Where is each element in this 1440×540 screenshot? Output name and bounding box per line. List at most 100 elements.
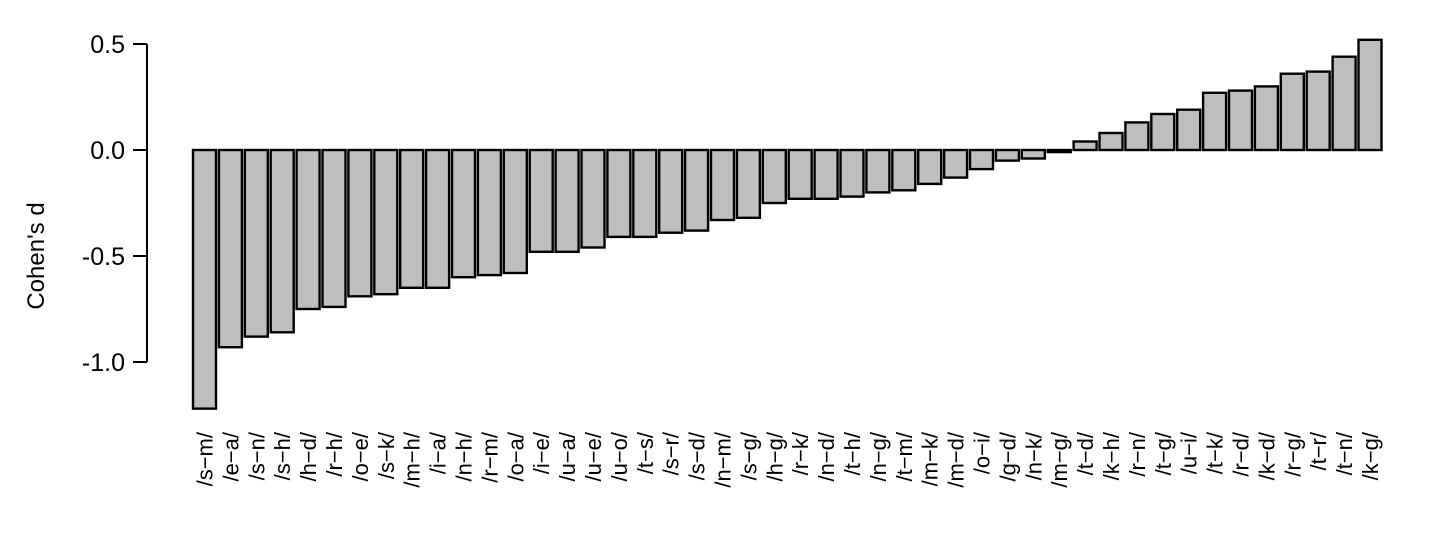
bar bbox=[554, 148, 580, 254]
x-category-label: /e−a/ bbox=[218, 431, 243, 481]
x-category-label: /s−h/ bbox=[270, 431, 295, 480]
bar bbox=[658, 148, 684, 234]
y-tick-label: -1.0 bbox=[82, 349, 125, 377]
x-category-label: /t−m/ bbox=[892, 431, 917, 481]
y-axis: 0.5 0.0 -0.5 -1.0 bbox=[82, 31, 148, 377]
x-category-label: /s−m/ bbox=[193, 431, 218, 486]
bar bbox=[1279, 72, 1306, 152]
x-category-label: /s−r/ bbox=[659, 431, 684, 475]
bar bbox=[1331, 55, 1357, 152]
x-category-label: /t−g/ bbox=[1151, 431, 1176, 475]
x-category-label: /r−m/ bbox=[477, 431, 502, 483]
bar bbox=[1305, 70, 1331, 152]
y-tick-label: -0.5 bbox=[82, 243, 125, 271]
bar bbox=[373, 148, 399, 296]
bar bbox=[709, 148, 736, 222]
bar bbox=[580, 148, 606, 249]
bar bbox=[502, 148, 528, 275]
bar bbox=[994, 148, 1021, 162]
x-category-label: /t−n/ bbox=[1332, 431, 1357, 475]
bar bbox=[1357, 38, 1383, 152]
bar bbox=[1227, 89, 1254, 152]
bars bbox=[191, 38, 1383, 410]
x-category-label: /u−i/ bbox=[1177, 431, 1202, 474]
bar bbox=[735, 148, 762, 220]
x-category-label: /r−d/ bbox=[1229, 431, 1254, 477]
x-category-label: /r−h/ bbox=[322, 431, 347, 477]
bar bbox=[839, 148, 865, 198]
x-category-label: /u−e/ bbox=[581, 431, 606, 481]
x-category-label: /r−k/ bbox=[788, 431, 813, 475]
bar bbox=[942, 148, 969, 179]
bar bbox=[865, 148, 891, 194]
x-category-label: /t−h/ bbox=[840, 431, 865, 475]
x-category-labels: /s−m//e−a//s−n//s−h//h−d//r−h//o−e//s−k/… bbox=[193, 431, 1384, 488]
bar bbox=[683, 148, 710, 232]
bar bbox=[968, 148, 995, 171]
bar bbox=[191, 148, 218, 410]
bar bbox=[632, 148, 658, 239]
bar bbox=[813, 148, 839, 200]
y-tick-label: 0.0 bbox=[90, 137, 125, 165]
x-category-label: /o−i/ bbox=[970, 431, 995, 474]
bar bbox=[269, 148, 295, 334]
x-category-label: /n−d/ bbox=[814, 431, 839, 481]
bar bbox=[321, 148, 347, 309]
x-category-label: /h−d/ bbox=[296, 431, 321, 481]
x-category-label: /s−n/ bbox=[244, 431, 269, 480]
bar bbox=[917, 148, 943, 186]
bar bbox=[217, 148, 244, 349]
x-category-label: /m−h/ bbox=[400, 431, 425, 488]
bar bbox=[399, 148, 425, 290]
x-category-label: /t−r/ bbox=[1306, 431, 1331, 470]
bar bbox=[1201, 91, 1228, 152]
x-category-label: /r−n/ bbox=[1125, 431, 1150, 477]
x-category-label: /r−g/ bbox=[1280, 431, 1305, 477]
bar bbox=[295, 148, 321, 311]
x-category-label: /k−h/ bbox=[1099, 431, 1124, 480]
bar bbox=[787, 148, 813, 200]
y-axis-title: Cohen's d bbox=[23, 202, 50, 309]
x-category-label: /i−e/ bbox=[529, 431, 554, 474]
x-category-label: /s−k/ bbox=[374, 431, 399, 479]
x-category-label: /m−d/ bbox=[944, 431, 969, 488]
bar bbox=[528, 148, 554, 254]
x-category-label: /n−h/ bbox=[452, 431, 477, 481]
x-category-label: /h−g/ bbox=[762, 431, 787, 481]
x-category-label: /u−o/ bbox=[607, 431, 632, 481]
bar bbox=[1150, 112, 1176, 152]
x-category-label: /t−s/ bbox=[633, 431, 658, 474]
x-category-label: /o−a/ bbox=[503, 431, 528, 481]
bar bbox=[424, 148, 451, 290]
bar bbox=[606, 148, 632, 239]
bar bbox=[1046, 148, 1072, 154]
bar bbox=[1020, 148, 1046, 160]
x-category-label: /u−a/ bbox=[555, 431, 580, 481]
x-category-label: /n−m/ bbox=[711, 431, 736, 488]
x-category-label: /t−d/ bbox=[1073, 431, 1098, 475]
bar bbox=[761, 148, 787, 205]
bar bbox=[1124, 121, 1150, 152]
x-category-label: /g−d/ bbox=[995, 431, 1020, 481]
bar bbox=[476, 148, 503, 277]
x-category-label: /m−k/ bbox=[918, 431, 943, 486]
bar bbox=[1072, 140, 1098, 152]
bar bbox=[1098, 131, 1124, 152]
bar bbox=[243, 148, 270, 338]
x-category-label: /o−e/ bbox=[348, 431, 373, 481]
x-category-label: /m−g/ bbox=[1047, 431, 1072, 488]
bar bbox=[1253, 85, 1280, 152]
bar bbox=[1175, 108, 1202, 152]
x-category-label: /s−d/ bbox=[685, 431, 710, 480]
x-category-label: /n−g/ bbox=[866, 431, 891, 481]
bar bbox=[450, 148, 477, 279]
x-category-label: /i−a/ bbox=[426, 431, 451, 474]
x-category-label: /s−g/ bbox=[736, 431, 761, 480]
x-category-label: /k−d/ bbox=[1254, 431, 1279, 480]
bar bbox=[347, 148, 373, 298]
x-category-label: /n−k/ bbox=[1021, 431, 1046, 480]
x-category-label: /t−k/ bbox=[1203, 431, 1228, 474]
y-tick-label: 0.5 bbox=[90, 31, 125, 59]
x-category-label: /k−g/ bbox=[1358, 431, 1383, 480]
